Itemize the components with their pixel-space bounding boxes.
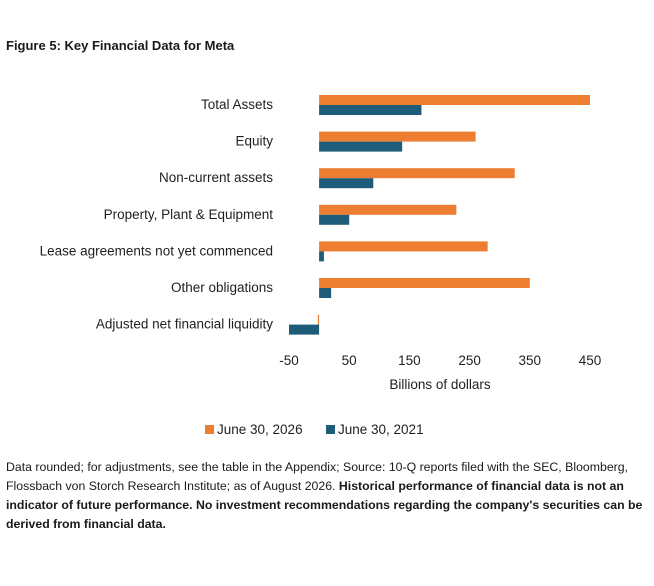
bar-chart: Total Assets Equity Non-current assets Prop…	[40, 95, 601, 437]
footnote: Data rounded; for adjustments, see the t…	[6, 458, 646, 534]
bar-2021	[319, 251, 324, 262]
x-tick-label: 250	[458, 353, 481, 368]
category-label: Total Assets	[201, 97, 273, 112]
x-tick-label: 350	[519, 353, 542, 368]
bar-2026	[319, 241, 488, 252]
bar-2026	[319, 168, 515, 179]
bar-2021	[319, 105, 422, 115]
x-tick-label: 150	[398, 353, 421, 368]
x-axis-title: Billions of dollars	[389, 377, 491, 392]
x-tick-label: 450	[579, 353, 602, 368]
figure-title: Figure 5: Key Financial Data for Meta	[6, 38, 235, 53]
legend-swatch	[205, 425, 214, 434]
legend: June 30, 2026 June 30, 2021	[205, 422, 424, 437]
legend-label: June 30, 2021	[338, 422, 424, 437]
category-labels: Total Assets Equity Non-current assets Prop…	[40, 97, 274, 332]
bar-2021	[289, 324, 320, 335]
bar-2021	[319, 178, 374, 189]
footnote-disclaimer: Historical performance of financial data…	[6, 479, 643, 531]
bar-2026	[319, 278, 530, 288]
category-label: Adjusted net financial liquidity	[96, 317, 273, 332]
category-label: Lease agreements not yet commenced	[40, 243, 273, 258]
category-label: Non-current assets	[159, 170, 273, 185]
category-label: Equity	[235, 134, 273, 149]
x-tick-label: -50	[279, 353, 299, 368]
legend-label: June 30, 2026	[217, 422, 303, 437]
bar-2026	[317, 314, 320, 325]
bar-2026	[319, 95, 590, 105]
bar-2021	[319, 141, 403, 152]
footnote-source: Data rounded; for adjustments, see the t…	[6, 460, 629, 493]
bar-2026	[319, 131, 476, 142]
legend-swatch	[326, 425, 335, 434]
category-label: Other obligations	[171, 280, 273, 295]
bars	[289, 95, 590, 335]
bar-2021	[319, 288, 332, 298]
bar-2021	[319, 214, 350, 225]
category-label: Property, Plant & Equipment	[104, 207, 274, 222]
bar-2026	[319, 204, 457, 215]
x-tick-labels: -50 50 150 250 350 450	[279, 353, 601, 368]
x-tick-label: 50	[342, 353, 357, 368]
